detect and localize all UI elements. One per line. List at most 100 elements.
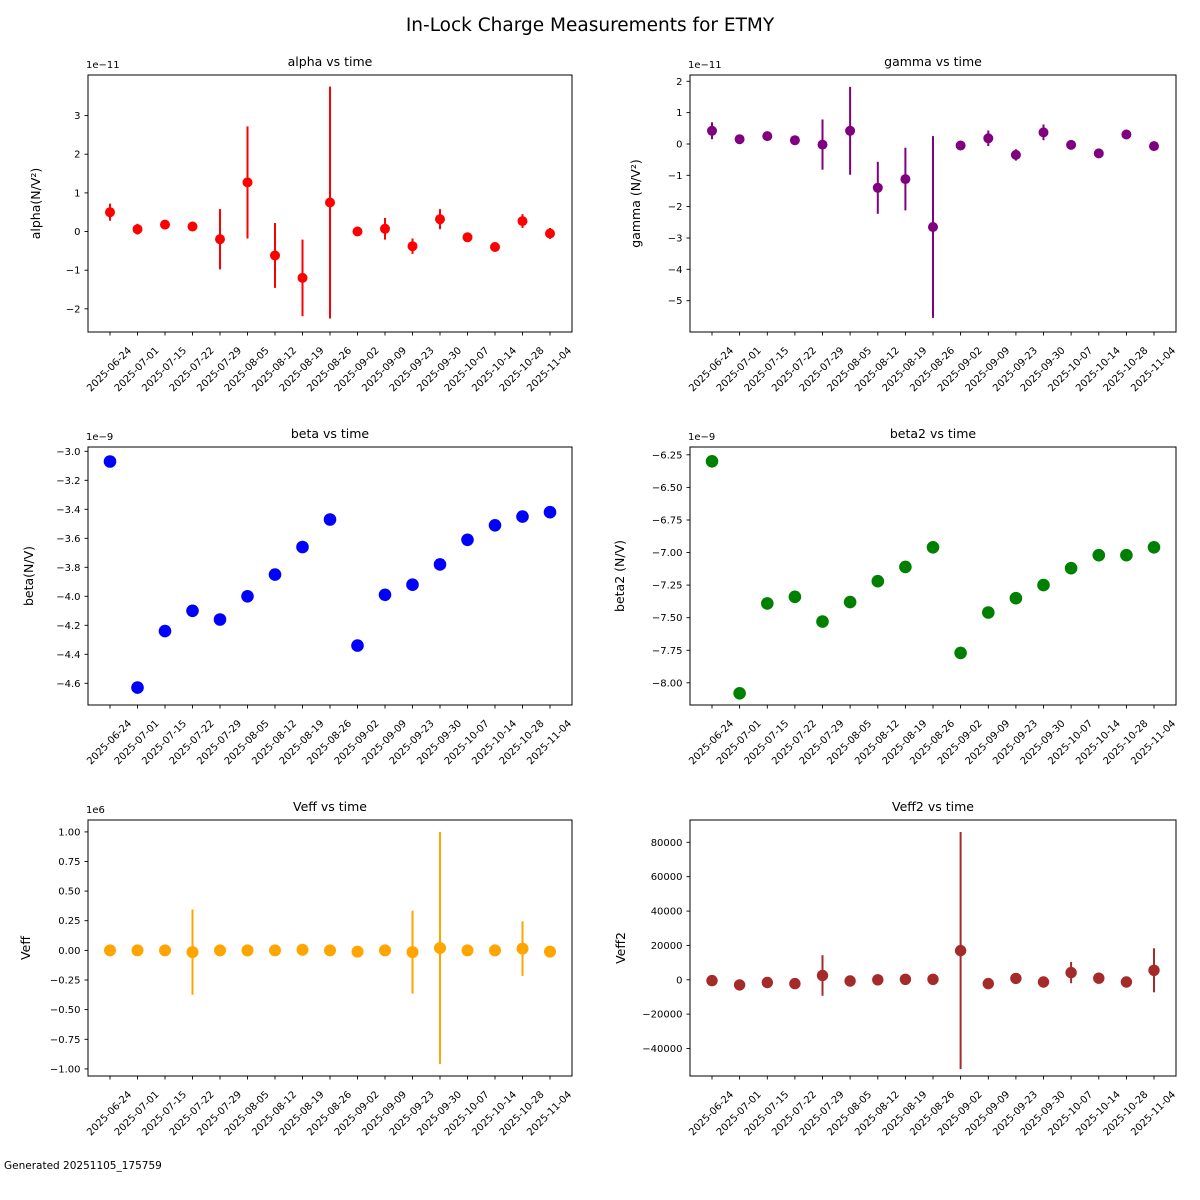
data-point: [132, 224, 143, 235]
data-point: [1147, 541, 1161, 554]
data-point: [788, 590, 802, 604]
data-point: [187, 221, 198, 232]
data-point: [543, 505, 557, 519]
data-point: [926, 541, 940, 554]
data-point: [900, 174, 911, 185]
y-tick-label: 0: [676, 140, 682, 151]
y-axis-label-gamma: gamma (N/V²): [628, 159, 643, 247]
data-point: [297, 272, 308, 283]
subplot-gamma: gamma vs time 1e−11 gamma (N/V²) 2 1 0 −1 −2 −3 −…: [628, 54, 1178, 394]
data-point: [186, 604, 199, 618]
y-axis-label-veff2: Veff2: [613, 932, 628, 964]
data-point: [761, 976, 773, 989]
data-point: [899, 560, 912, 574]
data-point: [517, 216, 528, 227]
y-tick-label: 1: [676, 108, 682, 119]
data-point: [131, 944, 144, 957]
y-tick-label: 0: [676, 975, 682, 986]
y-tick-label: −4.2: [56, 621, 80, 632]
data-point: [461, 533, 474, 547]
data-point: [462, 232, 473, 243]
data-point: [270, 250, 280, 261]
y-tick-label: −3.0: [56, 447, 80, 458]
data-point: [186, 946, 199, 959]
data-point: [488, 519, 502, 532]
data-point: [268, 568, 282, 581]
data-point: [213, 613, 227, 626]
y-tick-label: −2: [66, 304, 81, 315]
y-axis-label-beta2: beta2 (N/V): [612, 540, 627, 612]
y-tick-label: 1: [74, 188, 80, 199]
data-point: [762, 131, 773, 142]
generated-timestamp: Generated 20251105_175759: [4, 1160, 162, 1172]
subplot-title-beta: beta vs time: [291, 426, 370, 441]
data-point: [378, 588, 392, 602]
data-point: [516, 942, 529, 955]
y-tick-label: 0.25: [58, 916, 80, 927]
y-tick-label: −4: [668, 265, 683, 276]
data-point: [1120, 976, 1133, 988]
y-axis-label-alpha: alpha(N/V²): [28, 168, 43, 240]
data-point: [214, 944, 226, 957]
y-tick-label: 3: [74, 111, 80, 122]
y-tick-label: −1.00: [50, 1064, 81, 1075]
data-point: [707, 125, 717, 136]
data-point: [1120, 548, 1133, 562]
data-point: [242, 177, 253, 188]
data-point: [131, 681, 144, 694]
y-tick-label: −2: [668, 202, 683, 213]
data-point: [761, 597, 774, 610]
y-tick-label: 0.50: [58, 887, 80, 898]
data-point: [352, 226, 363, 237]
subplot-title-gamma: gamma vs time: [884, 54, 982, 69]
data-point: [379, 944, 391, 957]
data-point: [380, 223, 390, 234]
y-axis-offset-text: 1e−11: [688, 60, 722, 71]
data-point: [1093, 148, 1104, 159]
y-tick-label: −7.50: [652, 613, 683, 624]
data-point: [1092, 548, 1106, 562]
y-tick-label: −3.4: [56, 505, 80, 516]
y-tick-label: −0.75: [50, 1035, 81, 1046]
y-tick-label: −6.25: [652, 450, 683, 461]
data-point: [434, 942, 446, 954]
data-point: [872, 182, 883, 193]
y-tick-label: −3.2: [56, 476, 80, 487]
data-point: [816, 615, 829, 628]
data-point: [1038, 127, 1049, 138]
data-point: [982, 977, 994, 990]
subplot-title-veff2: Veff2 vs time: [892, 799, 974, 814]
y-axis-offset-text: 1e−11: [86, 60, 120, 71]
data-point: [789, 977, 801, 990]
data-point: [241, 944, 254, 957]
y-tick-label: −4.0: [56, 592, 80, 603]
data-point: [104, 944, 116, 957]
y-tick-label: −0.25: [50, 976, 81, 987]
subplot-beta: beta vs time 1e−9 beta(N/V) −3.0 −3.2 −3.4 −3.…: [21, 426, 574, 767]
y-tick-label: −7.00: [652, 548, 683, 559]
data-point: [296, 943, 309, 956]
data-point: [1121, 129, 1132, 140]
data-point: [325, 197, 335, 208]
axes-border: [689, 819, 1177, 1077]
subplot-veff2: Veff2 vs time Veff2 80000 60000 40000 20000 0 −…: [613, 799, 1178, 1138]
data-point: [545, 228, 555, 239]
subplot-title-alpha: alpha vs time: [288, 54, 373, 69]
y-tick-label: 2: [74, 150, 80, 161]
data-point: [1065, 966, 1077, 979]
data-point: [928, 222, 938, 232]
data-point: [899, 973, 912, 985]
y-tick-label: −3: [668, 234, 683, 245]
data-point: [1149, 141, 1159, 152]
data-point: [955, 140, 966, 151]
y-axis-offset-text: 1e6: [86, 805, 105, 816]
y-axis-offset-text: 1e−9: [86, 432, 113, 443]
data-point: [215, 234, 225, 245]
data-point: [872, 974, 884, 986]
data-point: [159, 944, 171, 957]
data-point: [103, 455, 117, 468]
data-point: [706, 974, 718, 987]
y-axis-offset-text: 1e−9: [688, 432, 715, 443]
